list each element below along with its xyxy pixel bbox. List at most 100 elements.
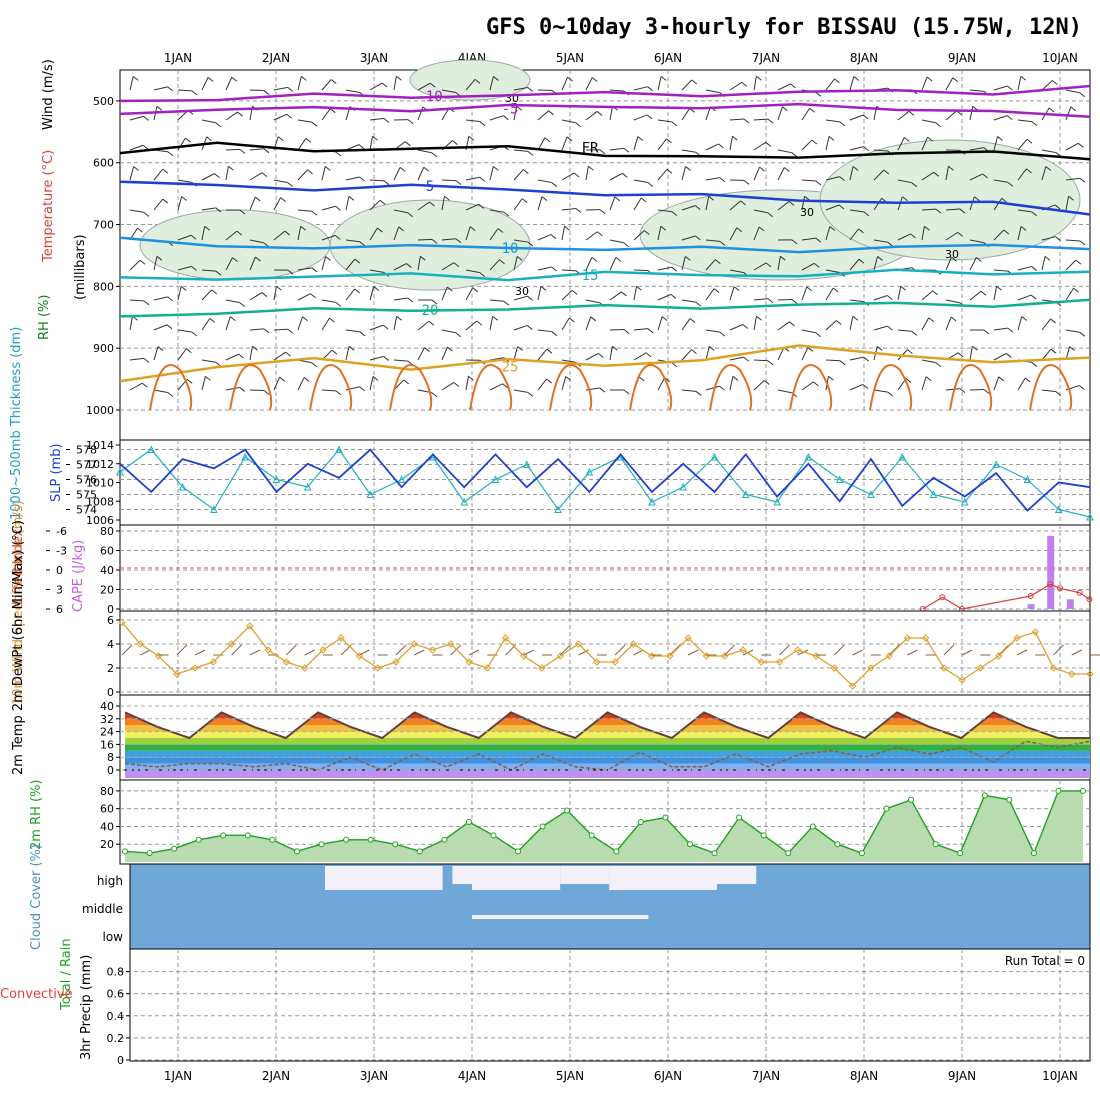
wind-barb-flag [983,389,990,394]
wind-barb [585,257,593,271]
cape-bars [919,535,1093,612]
wind-barb-flag [1068,195,1074,201]
wind-barb [705,143,719,151]
wind-barb-flag [566,136,573,142]
wind-barb [345,89,360,94]
rh-point [220,832,227,839]
axis-tick-label: 0 [117,1054,124,1067]
surface-wind-barb [468,649,480,656]
rh-point [711,850,718,857]
wind-barb [681,349,692,361]
wind-barb [1065,177,1080,181]
wind-barb [633,352,647,361]
wind-barb [609,147,624,151]
top-day-label: 7JAN [752,51,780,65]
wind-barb-flag [877,256,883,261]
wind-barb-flag [206,136,212,142]
wind-barb-flag [623,242,630,248]
wind-barb [585,299,600,304]
wind-barb-flag [143,211,150,217]
wind-barb [273,179,288,184]
wind-barb-flag [383,118,390,123]
wind-barb [369,269,384,273]
wind-barb-flag [377,227,383,233]
wind-barb-flag [455,332,462,338]
cloud-gap [472,866,561,890]
surface-wind-barb [359,649,370,656]
wind-barb-flag [407,119,414,125]
precip-panel: 0 0.2 0.4 0.6 0.8 Run Total = 0 3hr Precip (… [0,938,1091,1067]
rh-point [269,836,276,843]
wind-barb-flag [429,82,436,88]
wind-speed-marker [666,652,674,660]
cape-bar [1066,599,1074,609]
wind-barb-flag [863,211,870,217]
wind-barb-flag [1077,142,1084,148]
wind-barb-flag [474,78,481,84]
slp-axis-label: SLP (mb) [49,443,64,502]
wind-barb-flag [1050,348,1057,354]
wind-barb [801,347,809,361]
wind-barb [489,299,504,302]
thickness-marker [992,460,1000,468]
wind-barb [489,316,494,331]
thickness-axis-label: 1000~500mb Thickness (dm) [9,327,24,520]
precip-ticks: 0 0.2 0.4 0.6 0.8 [107,966,130,1067]
wind-barb-flag [1006,115,1013,120]
wind-barb [177,196,183,211]
wind-barb-flag [527,87,534,92]
wind-barb-flag [863,146,869,151]
wind-barb-flag [839,121,846,127]
top-day-label: 1JAN [164,51,192,65]
wind-barb [537,348,548,361]
warm-contour [389,364,433,411]
rh-legend-label: RH (%) [37,295,52,340]
wind-speed-marker [1031,628,1039,636]
wind-barb-flag [516,255,523,261]
wind-barb-flag [239,209,246,215]
wind-barb [297,169,308,181]
temp-band [125,744,1090,751]
contour-label: -10 [417,89,442,105]
wind-barb [705,196,710,211]
wind-barb-flag [428,320,435,326]
thickness-slp-line [119,448,1091,518]
axis-tick-label: 1008 [86,495,114,508]
wind-barb-flag [447,346,453,352]
wind-barb-flag [1031,121,1038,126]
wind-barb-flag [1055,391,1062,397]
wind-barb-flag [568,317,575,323]
axis-tick-label: 0.4 [107,1010,125,1023]
wind-barb [753,76,757,91]
wind-barb-flag [743,179,750,185]
rh-point [908,796,915,803]
wind-barb [969,239,984,244]
wind-barb [537,179,552,184]
wind-barb-flag [527,295,533,301]
wind-barb-flag [1079,177,1086,183]
wind-barb-flag [551,266,557,272]
wind-barb [225,316,231,331]
wind-barb-flag [330,79,337,84]
wind-barb [393,316,398,331]
wind-barb [561,76,569,91]
wind-barb [561,208,576,211]
wind-barb-flag [137,227,143,233]
wind-barb-flag [157,346,164,351]
rh-area [122,787,1086,862]
wind-barb-flag [372,135,378,141]
wind-barb-flag [853,76,860,81]
wind-barb-flag [811,139,818,145]
wind-frame [119,610,1091,696]
cloud-gaps [325,866,757,919]
rh-point [490,832,497,839]
wind-barb [537,378,548,391]
wind-barb [417,82,431,91]
axis-tick-label: 6 [56,603,63,616]
wind-barb [249,256,256,271]
wind-barb-flag [379,199,386,205]
wind-barb-flag [229,316,236,322]
wind-barb-flag [932,290,938,296]
wind-speed-marker [209,658,218,666]
wind-barb-flag [591,77,598,82]
